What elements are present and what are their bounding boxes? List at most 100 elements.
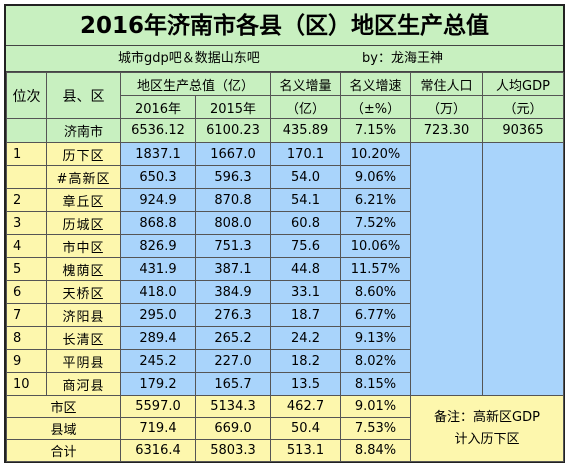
header-row-1: 位次 县、区 地区生产总值（亿） 名义增量 名义增速 常住人口 人均GDP <box>6 72 565 119</box>
row-rate: 10.20% <box>340 142 412 166</box>
row-rate: 10.06% <box>340 234 412 258</box>
summary-gdp-2016: 6316.4 <box>120 439 196 462</box>
summary-gdp-2015: 5803.3 <box>194 439 272 462</box>
row-gdp-2015: 751.3 <box>194 234 272 258</box>
summary-gdp-2015: 5134.3 <box>194 395 272 418</box>
table-row: 10 商河县 179.2 165.7 13.5 8.15% <box>6 372 564 396</box>
row-increase: 54.0 <box>270 165 342 189</box>
table-row: 4 市中区 826.9 751.3 75.6 10.06% <box>6 234 564 258</box>
row-gdp-2015: 387.1 <box>194 257 272 281</box>
row-rate: 11.57% <box>340 257 412 281</box>
table-row: 1 历下区 1837.1 1667.0 170.1 10.20% <box>6 142 565 396</box>
row-rate: 8.02% <box>340 349 412 373</box>
table-row: 6 天桥区 418.0 384.9 33.1 8.60% <box>6 280 564 304</box>
header-nominal-rate: 名义增速 <box>340 72 412 96</box>
header-per-capita: 人均GDP <box>482 72 565 96</box>
source-credit: 城市gdp吧＆数据山东吧 <box>118 51 260 66</box>
gdp-table: 位次 县、区 地区生产总值（亿） 名义增量 名义增速 常住人口 人均GDP 20… <box>6 72 565 462</box>
table-row: 7 济阳县 295.0 276.3 18.7 6.77% <box>6 303 564 327</box>
row-gdp-2015: 1667.0 <box>194 142 272 166</box>
header-gdp-group: 地区生产总值（亿） <box>119 72 272 96</box>
summary-gdp-2016: 5597.0 <box>120 395 196 418</box>
row-region: 商河县 <box>46 372 121 396</box>
row-gdp-2016: 431.9 <box>120 257 196 281</box>
row-increase: 170.1 <box>270 142 342 166</box>
row-region: 历下区 <box>46 142 121 166</box>
jinan-population: 723.30 <box>410 118 484 143</box>
row-rank: 1 <box>6 142 47 166</box>
author-credit: by：龙海王神 <box>362 51 443 66</box>
row-region: 槐荫区 <box>46 257 121 281</box>
row-gdp-2015: 384.9 <box>194 280 272 304</box>
summary-rate: 7.53% <box>340 417 412 440</box>
row-gdp-2016: 650.3 <box>120 165 196 189</box>
table-row: 9 平阴县 245.2 227.0 18.2 8.02% <box>6 349 564 373</box>
row-gdp-2016: 924.9 <box>120 188 196 212</box>
jinan-per-capita: 90365 <box>482 118 565 143</box>
header-increase-unit: （亿） <box>270 95 342 119</box>
row-gdp-2015: 265.2 <box>194 326 272 350</box>
footnote-line-2: 计入历下区 <box>454 431 520 447</box>
row-region: 天桥区 <box>46 280 121 304</box>
row-rank: 5 <box>6 257 47 281</box>
jinan-2015: 6100.23 <box>194 118 272 143</box>
summary-rate: 9.01% <box>340 395 412 418</box>
row-region: 平阴县 <box>46 349 121 373</box>
table-row: #高新区 650.3 596.3 54.0 9.06% <box>6 165 564 189</box>
row-rate: 9.13% <box>340 326 412 350</box>
row-region: 市中区 <box>46 234 121 258</box>
summary-name: 市区 <box>6 395 121 418</box>
row-increase: 75.6 <box>270 234 342 258</box>
header-resident-pop: 常住人口 <box>410 72 484 96</box>
per-capita-empty-cell <box>482 142 565 396</box>
summary-increase: 513.1 <box>270 439 342 462</box>
subtitle-bar: 城市gdp吧＆数据山东吧 by：龙海王神 <box>6 46 563 72</box>
row-increase: 60.8 <box>270 211 342 235</box>
header-row-2: 2016年 2015年 （亿） （±%） （万） （元） <box>7 95 565 119</box>
summary-name: 合计 <box>6 439 121 462</box>
row-gdp-2015: 227.0 <box>194 349 272 373</box>
row-increase: 18.2 <box>270 349 342 373</box>
row-gdp-2016: 826.9 <box>120 234 196 258</box>
row-rate: 6.21% <box>340 188 412 212</box>
footnote-line-1: 备注：高新区GDP <box>434 409 540 425</box>
row-region: #高新区 <box>46 165 121 189</box>
row-rate: 9.06% <box>340 165 412 189</box>
row-rank: 4 <box>6 234 47 258</box>
row-gdp-2015: 276.3 <box>194 303 272 327</box>
table-row: 2 章丘区 924.9 870.8 54.1 6.21% <box>6 188 564 212</box>
row-rank <box>6 165 47 189</box>
header-2016: 2016年 <box>120 95 196 119</box>
row-rank: 8 <box>6 326 47 350</box>
jinan-total-row: 济南市 6536.12 6100.23 435.89 7.15% 723.30 … <box>6 118 565 143</box>
row-rate: 7.52% <box>340 211 412 235</box>
row-region: 历城区 <box>46 211 121 235</box>
jinan-rank-cell <box>6 118 47 143</box>
row-region: 长清区 <box>46 326 121 350</box>
row-gdp-2016: 295.0 <box>120 303 196 327</box>
footnote: 备注：高新区GDP 计入历下区 <box>410 395 565 462</box>
header-region: 县、区 <box>46 72 121 119</box>
gdp-table-frame: 2016年济南市各县（区）地区生产总值 城市gdp吧＆数据山东吧 by：龙海王神… <box>4 4 565 463</box>
header-per-capita-unit: （元） <box>482 95 565 119</box>
row-gdp-2016: 1837.1 <box>120 142 196 166</box>
summary-increase: 462.7 <box>270 395 342 418</box>
row-gdp-2016: 418.0 <box>120 280 196 304</box>
table-row: 5 槐荫区 431.9 387.1 44.8 11.57% <box>6 257 564 281</box>
summary-gdp-2016: 719.4 <box>120 417 196 440</box>
row-gdp-2015: 596.3 <box>194 165 272 189</box>
summary-increase: 50.4 <box>270 417 342 440</box>
header-rate-unit: （±%） <box>340 95 412 119</box>
row-region: 济阳县 <box>46 303 121 327</box>
header-rank: 位次 <box>6 72 47 119</box>
row-rank: 10 <box>6 372 47 396</box>
row-rank: 9 <box>6 349 47 373</box>
row-increase: 44.8 <box>270 257 342 281</box>
row-rate: 6.77% <box>340 303 412 327</box>
row-rate: 8.15% <box>340 372 412 396</box>
summary-rate: 8.84% <box>340 439 412 462</box>
row-rate: 8.60% <box>340 280 412 304</box>
header-pop-unit: （万） <box>410 95 484 119</box>
row-gdp-2016: 868.8 <box>120 211 196 235</box>
summary-name: 县域 <box>6 417 121 440</box>
